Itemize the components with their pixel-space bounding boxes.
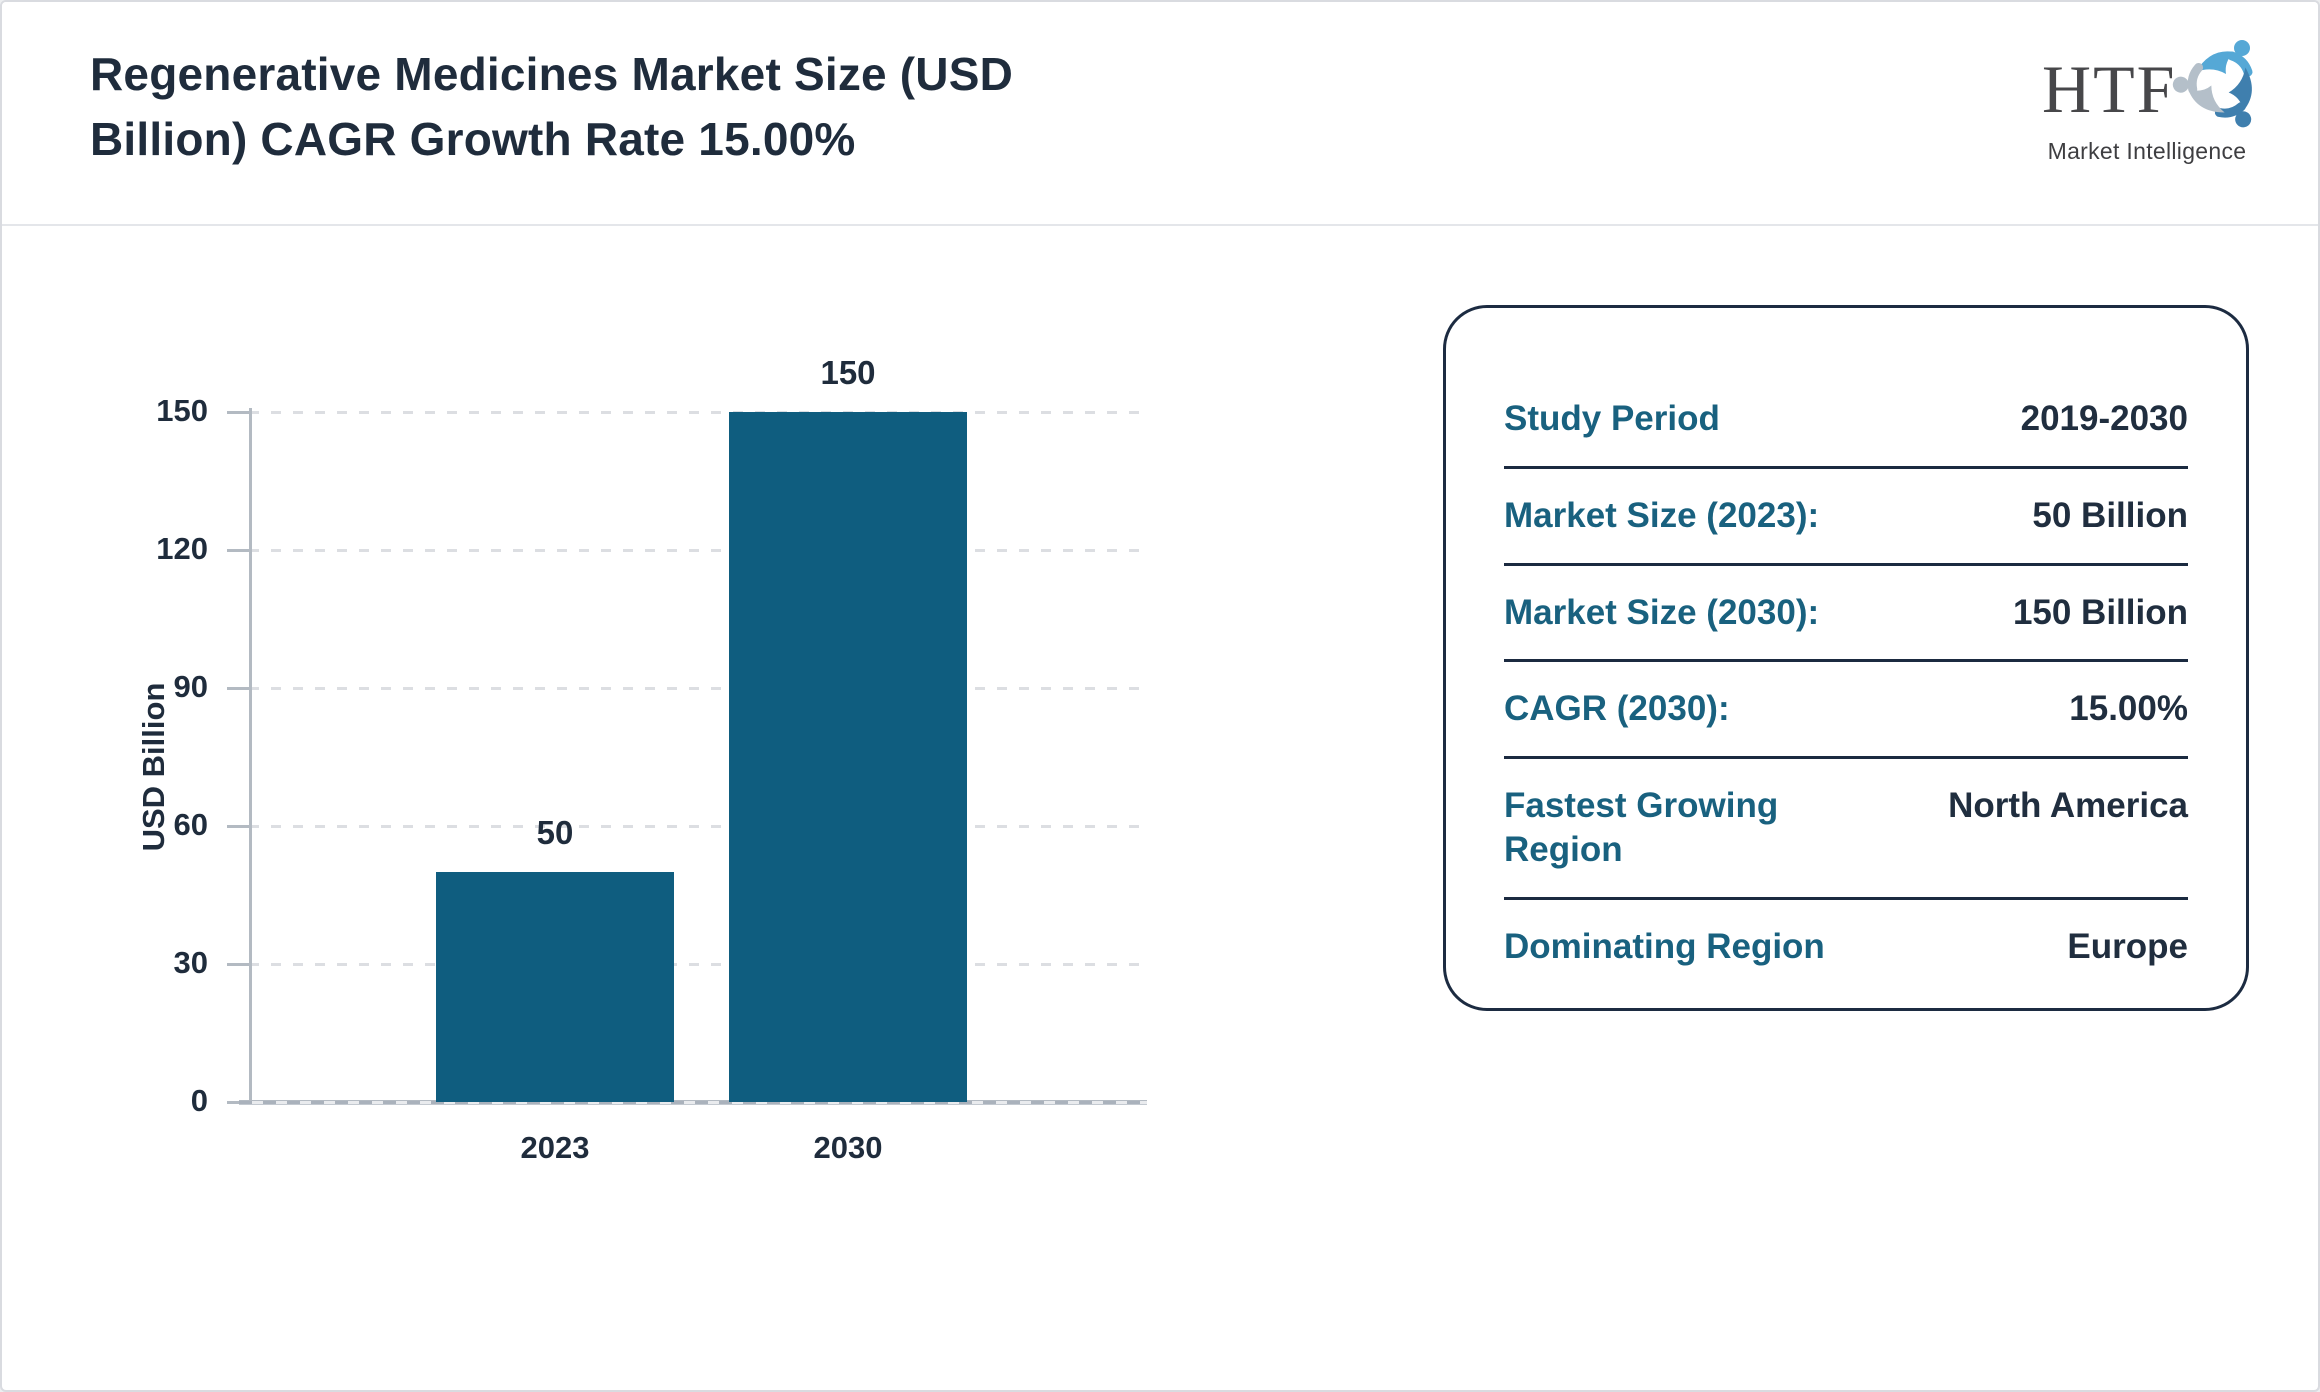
- gridline: [249, 825, 1142, 828]
- page-title-line2: Billion) CAGR Growth Rate 15.00%: [90, 113, 856, 166]
- x-axis-line: [239, 1100, 1147, 1105]
- brand-logo: HTF: [2042, 32, 2253, 182]
- panel-row-separator: [1504, 562, 2188, 566]
- y-axis-tick-label: 60: [173, 807, 208, 842]
- y-axis-line: [249, 408, 252, 1104]
- panel-row-label: Market Size (2023):: [1504, 495, 1820, 535]
- page-title: Regenerative Medicines Market Size (USD …: [90, 42, 1340, 173]
- y-axis-tick: [227, 825, 249, 828]
- y-axis-tick: [227, 687, 249, 690]
- y-axis-tick: [227, 549, 249, 552]
- panel-row-value: 150 Billion: [2012, 592, 2188, 632]
- header-divider: [2, 224, 2318, 226]
- y-axis-tick-label: 150: [156, 393, 208, 428]
- panel-row: Study Period 2019-2030: [1504, 372, 2188, 466]
- y-axis-tick-label: 30: [173, 945, 208, 980]
- swirl-people-icon: [2170, 32, 2270, 137]
- panel-row: Dominating Region Europe: [1504, 900, 2188, 994]
- panel-row-value: Europe: [2067, 926, 2188, 966]
- panel-row-label: Fastest Growing Region: [1504, 786, 1779, 869]
- panel-row: Market Size (2023): 50 Billion: [1504, 469, 2188, 563]
- bar-2030: [729, 412, 967, 1102]
- bar-2023: [436, 872, 674, 1102]
- brand-logo-acronym: HTF: [2042, 51, 2177, 127]
- bar-value-label: 150: [820, 354, 876, 391]
- gridline: [249, 687, 1142, 690]
- brand-logo-tagline: Market Intelligence: [2047, 138, 2247, 164]
- panel-row: Market Size (2030): 150 Billion: [1504, 566, 2188, 660]
- y-axis-tick-label: 120: [156, 531, 208, 566]
- page-title-line1: Regenerative Medicines Market Size (USD: [90, 48, 1014, 100]
- panel-row-label: Market Size (2030):: [1504, 592, 1820, 632]
- panel-row: Fastest Growing Region North America: [1504, 759, 2188, 897]
- y-axis-tick: [227, 411, 249, 414]
- y-axis-tick: [227, 1101, 249, 1104]
- y-axis-title: USD Billion: [136, 682, 171, 852]
- header: Regenerative Medicines Market Size (USD …: [2, 2, 2318, 224]
- bar-value-label: 50: [536, 814, 574, 851]
- y-axis-tick: [227, 963, 249, 966]
- panel-row-label: CAGR (2030):: [1504, 689, 1730, 729]
- panel-row-value: 50 Billion: [2032, 495, 2188, 535]
- market-summary-panel: Study Period 2019-2030 Market Size (2023):…: [1443, 305, 2249, 1011]
- x-axis-tick-label: 2023: [520, 1130, 590, 1165]
- gridline: [249, 963, 1142, 966]
- y-axis-tick-label: 0: [190, 1083, 208, 1118]
- panel-row-label: Study Period: [1504, 399, 1720, 438]
- panel-row-separator: [1504, 756, 2188, 759]
- gridline: [249, 411, 1142, 414]
- panel-row-separator: [1504, 465, 2188, 469]
- panel-row-label: Dominating Region: [1504, 926, 1825, 966]
- x-axis-tick-label: 2030: [813, 1130, 883, 1165]
- panel-row-value: North America: [1948, 786, 2188, 825]
- panel-row-separator: [1504, 896, 2188, 900]
- y-axis-tick-label: 90: [173, 669, 208, 704]
- panel-row-value: 2019-2030: [2020, 399, 2188, 438]
- panel-row: CAGR (2030): 15.00%: [1504, 662, 2188, 756]
- gridline: [249, 549, 1142, 552]
- panel-row-value: 15.00%: [2069, 689, 2188, 729]
- bar-chart: 0 30 60 90 120 150 50 2023 150 2030 USD Billion: [2, 226, 1302, 1226]
- panel-row-separator: [1504, 659, 2188, 663]
